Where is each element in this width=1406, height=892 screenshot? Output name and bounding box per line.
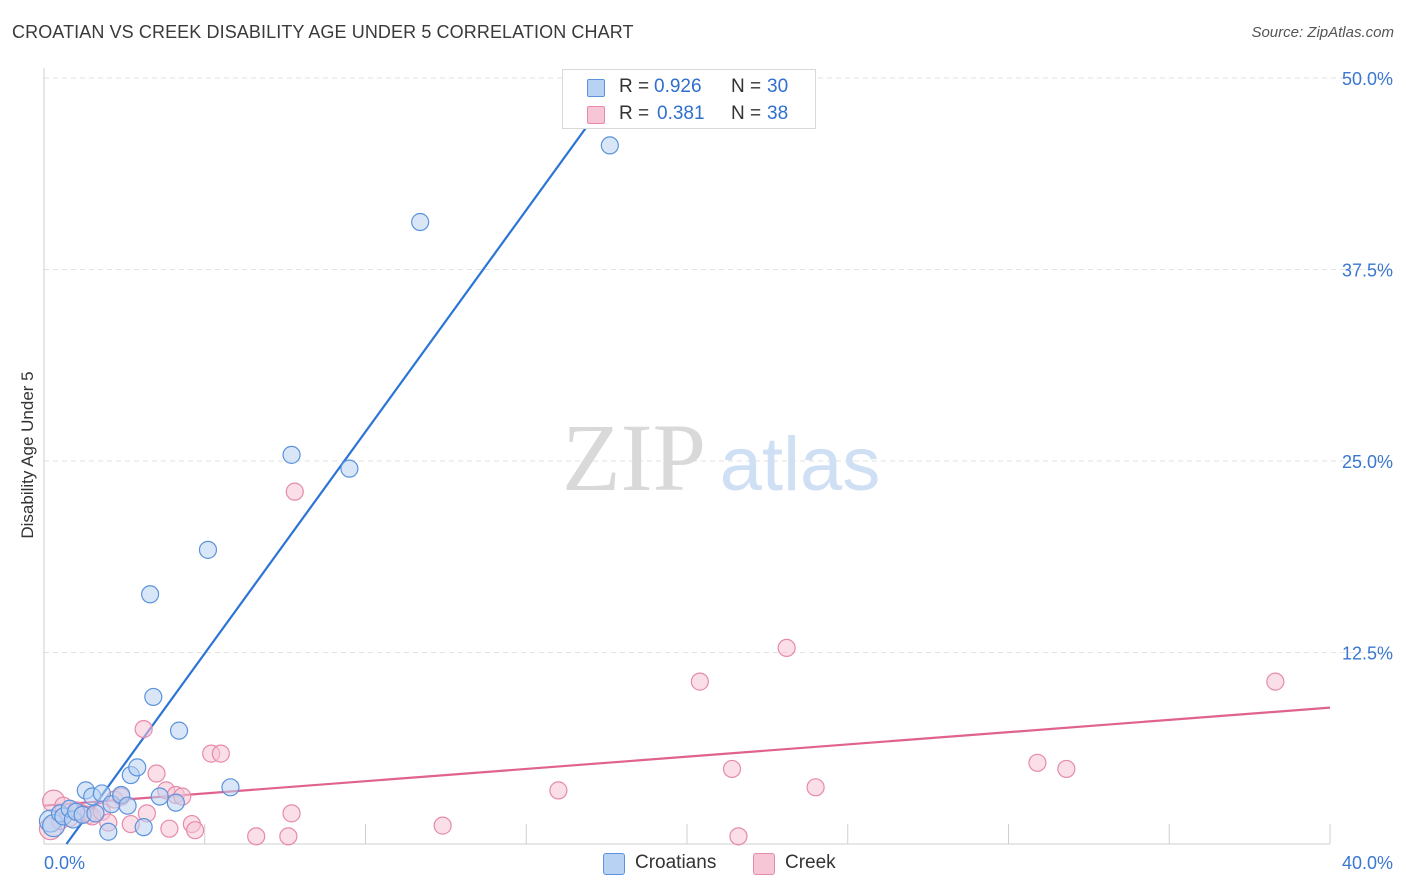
creek-point — [729, 827, 748, 846]
croatians-point — [340, 459, 359, 478]
r-value: 0.381 — [657, 103, 705, 124]
croatians-point — [134, 818, 153, 837]
croatians-point — [150, 787, 169, 806]
creek-point — [1266, 672, 1285, 691]
watermark: ZIP atlas — [562, 404, 880, 511]
creek-point — [147, 764, 166, 783]
croatians-point — [140, 585, 160, 604]
creek-point — [806, 778, 825, 797]
croatians-point — [282, 445, 301, 464]
y-tick-label: 12.5% — [1342, 644, 1393, 664]
creek-point — [279, 827, 298, 846]
croatians-point — [221, 778, 240, 797]
legend-label: Croatians — [635, 852, 717, 873]
croatians-point — [86, 804, 105, 823]
croatians-point — [169, 721, 189, 740]
y-tick-label: 37.5% — [1342, 261, 1393, 281]
source-label: Source: ZipAtlas.com — [1251, 24, 1394, 41]
n-value: 30 — [767, 76, 789, 97]
creek-point — [549, 781, 568, 800]
r-value: 0.926 — [654, 76, 702, 97]
croatians-point — [99, 822, 118, 841]
y-tick-label: 25.0% — [1342, 452, 1393, 472]
trendline-layer — [43, 94, 1331, 845]
creek-swatch — [587, 106, 605, 124]
watermark-zip: ZIP — [562, 404, 706, 511]
croatians-point — [600, 136, 619, 155]
r-label: R = — [619, 76, 650, 97]
croatians-point — [198, 540, 218, 559]
creek-point — [1057, 759, 1076, 779]
n-label: N = — [731, 103, 762, 124]
grid-layer — [44, 77, 1392, 653]
creek-point — [285, 482, 304, 501]
creek-point — [777, 638, 796, 658]
croatians-point — [166, 793, 185, 812]
n-label: N = — [731, 76, 762, 97]
y-axis-label: Disability Age Under 5 — [18, 371, 37, 539]
creek-trendline — [43, 706, 1331, 807]
croatians-legend-swatch — [603, 853, 625, 875]
creek-point — [211, 744, 230, 763]
x-tick-label: 40.0% — [1342, 853, 1393, 873]
creek-point — [690, 672, 709, 691]
creek-legend-swatch — [753, 853, 775, 875]
watermark-atlas: atlas — [720, 422, 881, 507]
croatians-point — [144, 687, 163, 707]
creek-point — [282, 804, 301, 823]
creek-point — [1028, 753, 1047, 772]
legend-label: Creek — [785, 852, 836, 873]
croatians-point — [411, 212, 430, 232]
creek-point — [134, 719, 153, 739]
croatians-swatch — [587, 79, 605, 97]
creek-point — [433, 816, 452, 835]
point-layer — [38, 136, 1285, 846]
n-value: 38 — [767, 103, 789, 124]
croatians-point — [128, 758, 147, 777]
stats-box: R = 0.926 N = 30 R = 0.381 N = 38 — [562, 69, 816, 129]
creek-point — [160, 819, 179, 838]
creek-point — [722, 759, 742, 779]
r-label: R = — [619, 103, 650, 124]
creek-point — [186, 821, 205, 840]
croatians-point — [118, 796, 137, 815]
croatians-trendline — [65, 94, 611, 845]
creek-point — [247, 827, 266, 846]
chart-title: CROATIAN VS CREEK DISABILITY AGE UNDER 5… — [12, 22, 634, 42]
y-tick-label: 50.0% — [1342, 69, 1393, 89]
tick-label-layer: 12.5% 25.0% 37.5% 50.0% 0.0% 40.0% — [44, 69, 1393, 873]
x-tick-label: 0.0% — [44, 853, 85, 873]
